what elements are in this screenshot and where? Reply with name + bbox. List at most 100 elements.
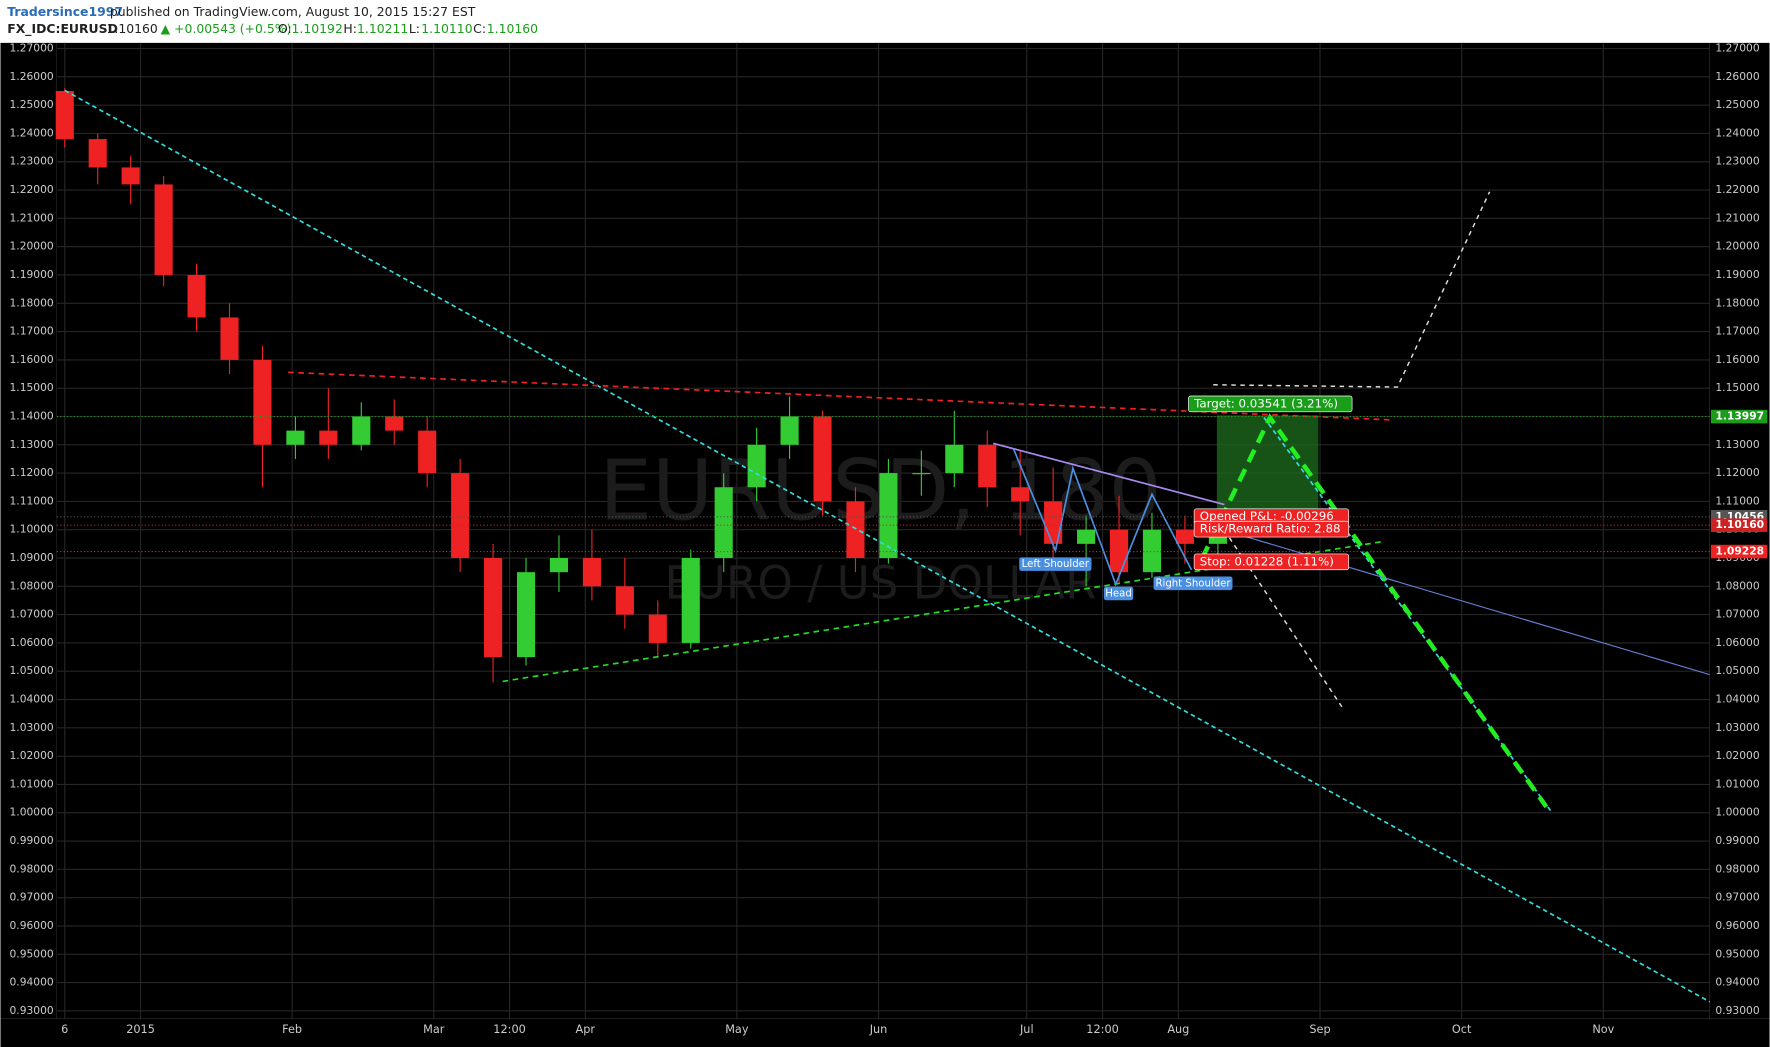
author[interactable]: Tradersince1997 [7,4,123,19]
candle-body [286,430,305,445]
y-tick-label: 1.02000 [1715,749,1759,762]
y-tick-label: 1.13000 [1715,438,1759,451]
y-tick-label: 1.27000 [1715,42,1759,55]
candle-body [780,416,799,445]
x-tick-label: 12:00 [493,1023,525,1036]
y-tick-label-left: 1.25000 [9,98,53,111]
right-shoulder-label-box [1153,576,1233,591]
y-tick-label-left: 1.21000 [9,211,53,224]
y-tick-label-left: 0.99000 [9,834,53,847]
y-tick-label-left: 1.14000 [9,409,53,422]
y-tick-label-left: 1.09000 [9,551,53,564]
candle-body [1175,529,1194,544]
x-tick-label: Aug [1167,1023,1189,1036]
close-label: C: [473,21,486,36]
x-tick-label: Jun [869,1023,888,1036]
last-price: 1.10160 [107,21,158,36]
high-label: H: [343,21,357,36]
stop-label-box [1193,553,1350,571]
y-tick-label: 1.20000 [1715,240,1759,253]
head-label-box [1103,586,1134,601]
y-tick-label-left: 1.10000 [9,523,53,536]
x-tick-label: Jul [1019,1023,1034,1036]
x-tick-label: May [725,1023,749,1036]
candle-body [714,487,733,559]
y-tick-label-left: 0.96000 [9,919,53,932]
candle-body [418,430,437,474]
low-label: L: [409,21,420,36]
candle-body [55,90,74,140]
high-value: 1.10211 [357,21,408,36]
price-badge [1710,409,1768,424]
stop-label: Stop: 0.01228 (1.11%) [1200,554,1334,568]
candle-body [813,416,832,502]
y-tick-label-left: 0.95000 [9,947,53,960]
target-label: Target: 0.03541 (3.21%) [1193,396,1338,410]
left-shoulder-label: Left Shoulder [1022,559,1090,570]
y-tick-label: 1.21000 [1715,211,1759,224]
x-tick-label: Oct [1452,1023,1472,1036]
left-shoulder-label-box [1019,557,1092,571]
price-badge-label: 1.13997 [1715,410,1764,423]
candle-body [1044,501,1063,544]
x-tick-label: Mar [423,1023,445,1036]
y-tick-label: 0.99000 [1715,834,1759,847]
y-tick-label: 1.06000 [1715,636,1759,649]
candle-body [319,430,338,445]
y-tick-label-left: 1.11000 [9,494,53,507]
y-tick-label: 1.00000 [1715,806,1759,819]
y-tick-label-left: 1.23000 [9,155,53,168]
time-axis [0,1018,1770,1047]
y-tick-label-left: 1.01000 [9,777,53,790]
low-value: 1.10110 [421,21,472,36]
y-tick-label-left: 1.08000 [9,579,53,592]
y-tick-label: 1.12000 [1715,466,1759,479]
left-axis [0,42,57,1019]
x-tick-label: 12:00 [1086,1023,1118,1036]
y-tick-label-left: 1.18000 [9,296,53,309]
y-tick-label-left: 1.07000 [9,608,53,621]
x-tick-label: Sep [1309,1023,1330,1036]
y-tick-label: 0.93000 [1715,1004,1759,1017]
y-tick-label: 0.94000 [1715,976,1759,989]
candle-body [681,558,700,643]
candle-body [88,139,107,168]
y-tick-label: 1.01000 [1715,777,1759,790]
y-tick-label: 1.15000 [1715,381,1759,394]
y-tick-label-left: 1.26000 [9,70,53,83]
price-badge [1710,544,1768,559]
y-tick-label-left: 0.97000 [9,891,53,904]
close-value: 1.10160 [487,21,538,36]
y-tick-label: 1.17000 [1715,325,1759,338]
candle-body [615,586,634,615]
y-tick-label: 1.23000 [1715,155,1759,168]
candle-body [385,416,404,431]
candle-body [582,558,601,587]
candle-body [912,473,931,475]
y-tick-label: 0.96000 [1715,919,1759,932]
candle-body [978,444,997,488]
y-tick-label-left: 1.19000 [9,268,53,281]
y-tick-label: 1.25000 [1715,98,1759,111]
candle-body [220,317,239,360]
y-tick-label: 1.18000 [1715,296,1759,309]
y-tick-label-left: 1.05000 [9,664,53,677]
price-badge-label: 1.10160 [1715,518,1764,531]
y-tick-label: 1.22000 [1715,183,1759,196]
x-tick-label: 2015 [126,1023,155,1036]
candle-body [484,558,503,658]
x-tick-label: Feb [282,1023,302,1036]
y-tick-label-left: 1.20000 [9,240,53,253]
y-tick-label: 0.97000 [1715,891,1759,904]
y-tick-label-left: 1.03000 [9,721,53,734]
y-tick-label-left: 1.22000 [9,183,53,196]
y-tick-label: 1.04000 [1715,693,1759,706]
y-tick-label: 1.07000 [1715,608,1759,621]
y-tick-label-left: 0.93000 [9,1004,53,1017]
y-tick-label: 1.26000 [1715,70,1759,83]
candle-body [1011,487,1030,502]
candle-body [253,359,272,445]
y-tick-label-left: 1.04000 [9,693,53,706]
change: ▲ +0.00543 (+0.5%) [161,21,292,36]
